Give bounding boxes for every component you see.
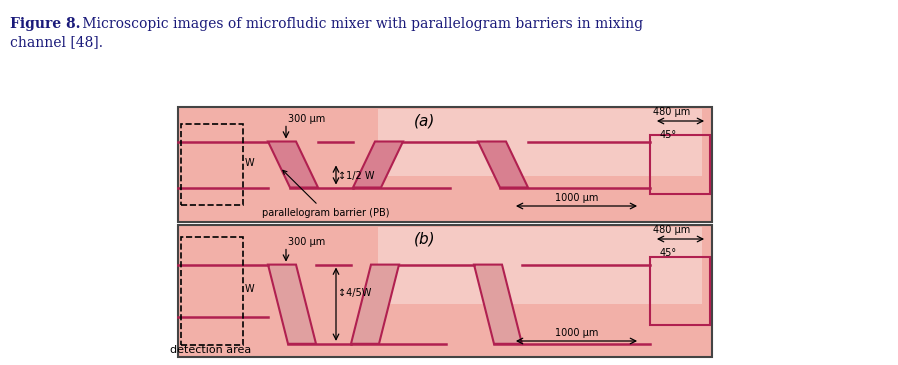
Text: Microscopic images of microfludic mixer with parallelogram barriers in mixing: Microscopic images of microfludic mixer … [78, 17, 643, 31]
Text: 1000 μm: 1000 μm [555, 328, 598, 338]
Text: W: W [245, 284, 255, 294]
Text: detection area: detection area [171, 345, 251, 355]
Polygon shape [378, 227, 702, 304]
Polygon shape [178, 225, 712, 357]
Text: ↕1/2 W: ↕1/2 W [338, 171, 374, 181]
Text: 480 μm: 480 μm [653, 107, 691, 117]
Text: channel [48].: channel [48]. [10, 35, 103, 49]
Text: W: W [245, 158, 255, 168]
Text: Figure 8.: Figure 8. [10, 17, 81, 31]
Polygon shape [351, 265, 399, 344]
Text: 480 μm: 480 μm [653, 225, 691, 235]
Polygon shape [474, 265, 522, 344]
Text: ↕4/5W: ↕4/5W [338, 288, 372, 298]
Polygon shape [378, 109, 702, 176]
Text: parallelogram barrier (PB): parallelogram barrier (PB) [262, 170, 390, 218]
Text: (a): (a) [414, 113, 436, 128]
Text: 1000 μm: 1000 μm [555, 193, 598, 203]
Polygon shape [268, 142, 318, 188]
Polygon shape [268, 265, 316, 344]
Polygon shape [353, 142, 403, 188]
Text: 300 μm: 300 μm [288, 237, 325, 247]
Polygon shape [478, 142, 528, 188]
Text: 300 μm: 300 μm [288, 114, 325, 123]
Text: 45°: 45° [660, 130, 677, 140]
Text: (b): (b) [414, 231, 436, 246]
Polygon shape [178, 107, 712, 222]
Text: 45°: 45° [660, 248, 677, 258]
